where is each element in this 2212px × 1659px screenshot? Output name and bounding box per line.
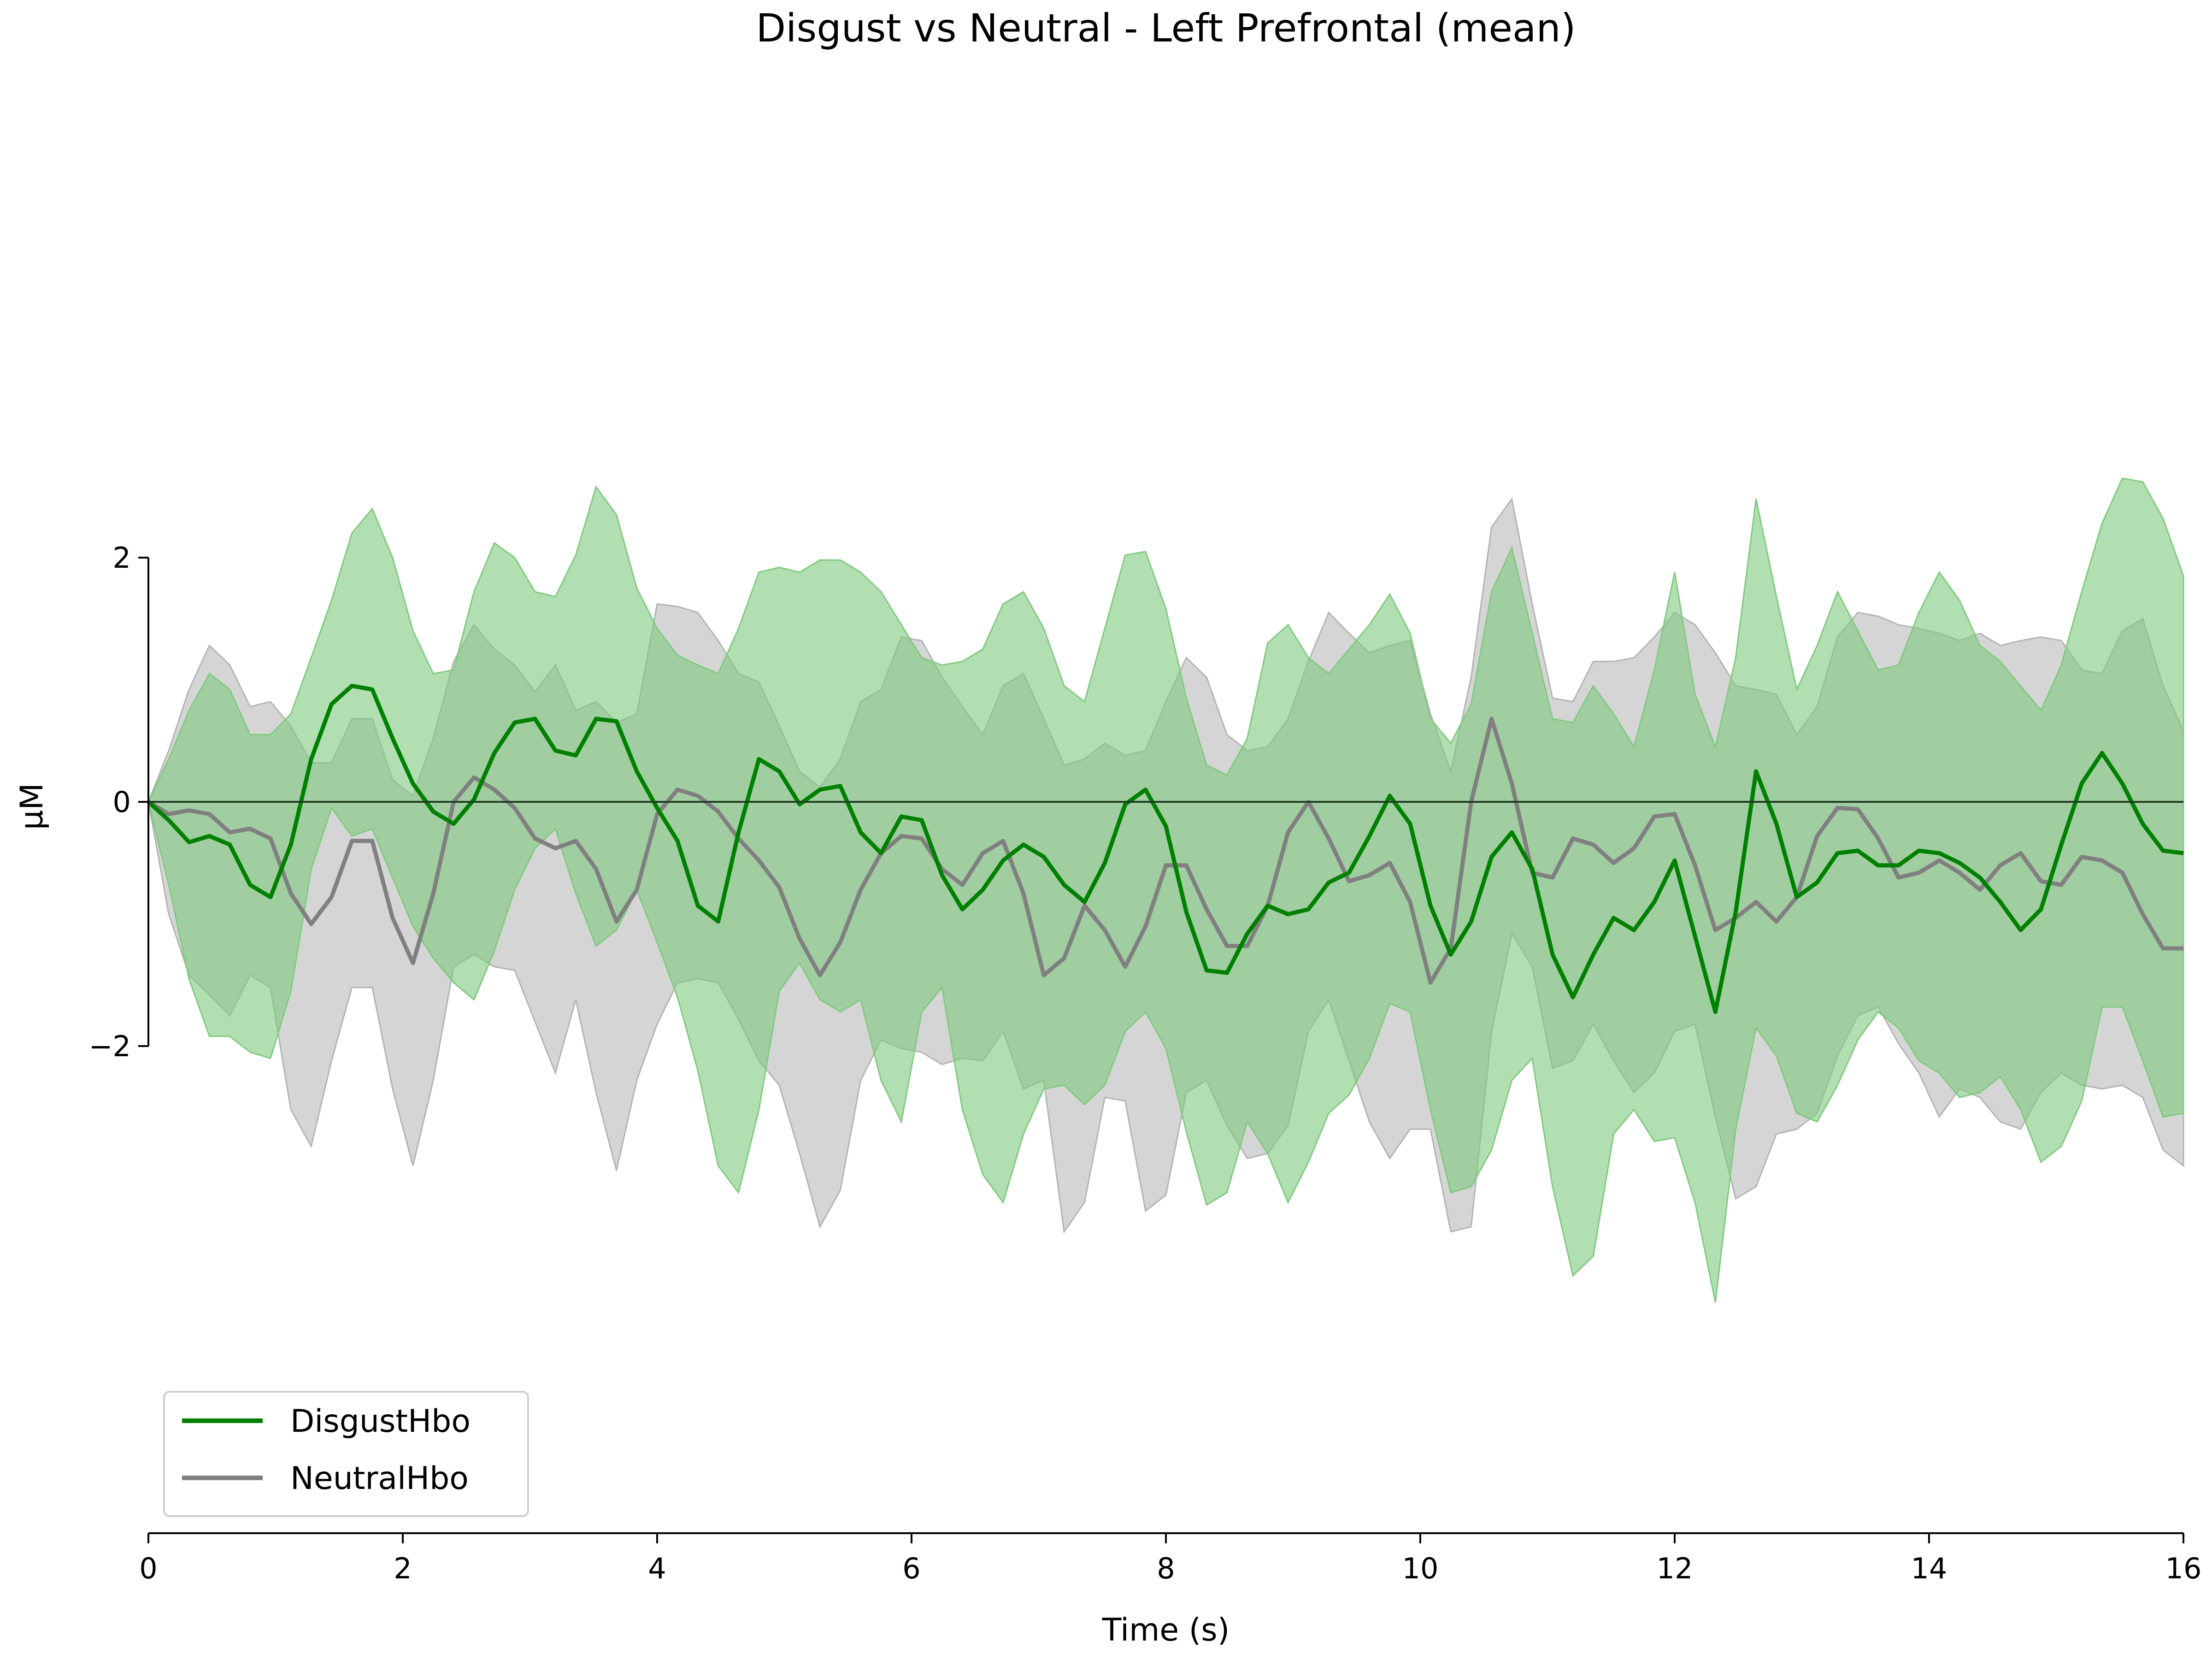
- x-tick-label: 0: [139, 1552, 157, 1585]
- x-axis: 0 2 4 6 8 10 12 14 16: [139, 1532, 2202, 1585]
- x-tick-label: 16: [2165, 1552, 2202, 1585]
- chart-title: Disgust vs Neutral - Left Prefrontal (me…: [756, 6, 1576, 51]
- confidence-bands: [147, 477, 2184, 1303]
- x-tick-label: 8: [1157, 1552, 1175, 1585]
- x-tick-label: 6: [902, 1552, 920, 1585]
- legend-label-neutral: NeutralHbo: [290, 1460, 469, 1497]
- line-disgusthbo: [147, 683, 2184, 1014]
- y-tick-label: 0: [113, 785, 131, 819]
- y-tick-label: −2: [89, 1030, 131, 1063]
- x-tick-label: 14: [1911, 1552, 1947, 1585]
- x-tick-label: 10: [1402, 1552, 1439, 1585]
- legend-label-disgust: DisgustHbo: [290, 1403, 471, 1440]
- band-disgusthbo: [147, 477, 2184, 1303]
- legend: DisgustHbo NeutralHbo: [163, 1391, 529, 1517]
- x-tick-label: 2: [394, 1552, 412, 1585]
- x-tick-label: 12: [1657, 1552, 1693, 1585]
- y-axis: −2 0 2: [89, 541, 149, 1063]
- y-tick-label: 2: [113, 541, 131, 575]
- line-neutralhbo: [147, 717, 2183, 985]
- y-axis-title: µM: [14, 783, 50, 830]
- series-lines: [147, 683, 2184, 1014]
- x-tick-label: 4: [648, 1552, 666, 1585]
- x-axis-title: Time (s): [1102, 1612, 1230, 1648]
